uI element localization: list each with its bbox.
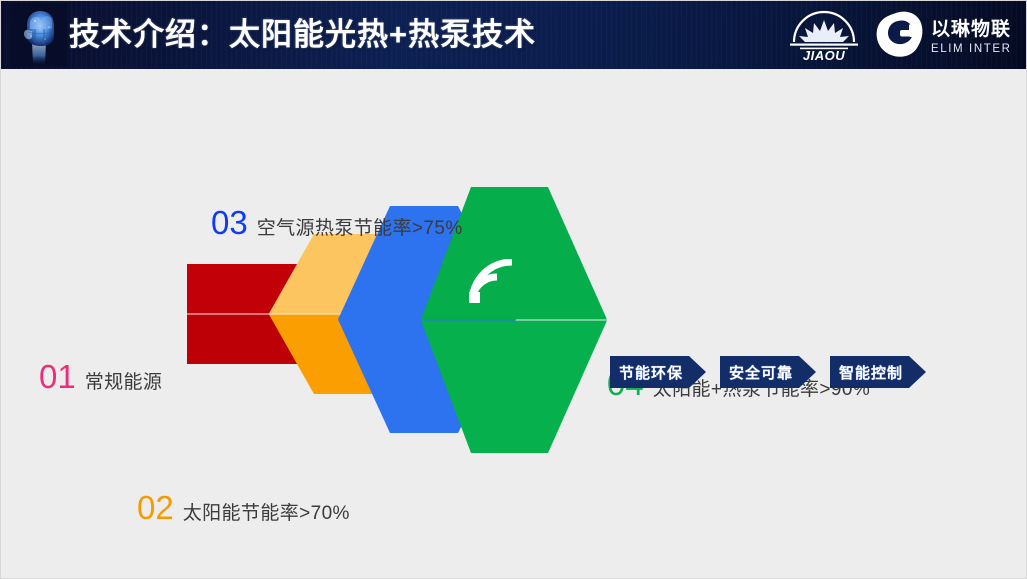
step-label-03: 03 空气源热泵节能率>75%: [211, 204, 463, 242]
badge-arrow-icon: [799, 356, 817, 388]
feature-badge[interactable]: 智能控制: [830, 356, 927, 388]
badge-arrow-icon: [689, 356, 707, 388]
diagram-stage: 01 常规能源 02 太阳能节能率>70% 03 空气源热泵节能率>75% 04…: [1, 69, 1026, 578]
slide-header: 技术介绍：太阳能光热+热泵技术 JIAOU: [1, 1, 1026, 69]
step-caption-01: 常规能源: [84, 372, 163, 393]
step-label-01: 01 常规能源: [39, 358, 162, 396]
feature-badge[interactable]: 安全可靠: [720, 356, 817, 388]
feature-badge[interactable]: 节能环保: [610, 356, 707, 388]
elim-logo: 以琳物联 ELIM INTERNET: [874, 10, 1010, 60]
page-title: 技术介绍：太阳能光热+热泵技术: [69, 17, 537, 52]
feature-badge-label: 节能环保: [619, 364, 684, 382]
badge-arrow-icon: [909, 356, 927, 388]
svg-text:以琳物联: 以琳物联: [931, 17, 1010, 40]
feature-badge-label: 安全可靠: [729, 364, 794, 382]
fist-icon: [11, 3, 67, 67]
wifi-signal-icon: [469, 259, 521, 305]
step-caption-02: 太阳能节能率>70%: [182, 503, 350, 524]
feature-badge-label: 智能控制: [839, 364, 904, 382]
chevron-step-04[interactable]: [421, 187, 607, 453]
step-number-02: 02: [137, 489, 174, 526]
svg-text:JIAOU: JIAOU: [803, 48, 845, 61]
step-number-01: 01: [39, 358, 76, 395]
svg-text:ELIM INTERNET: ELIM INTERNET: [931, 43, 1010, 55]
step-number-03: 03: [211, 204, 248, 241]
step-label-02: 02 太阳能节能率>70%: [137, 489, 350, 527]
jiaou-logo: JIAOU: [778, 9, 870, 61]
step-caption-03: 空气源热泵节能率>75%: [256, 218, 463, 239]
